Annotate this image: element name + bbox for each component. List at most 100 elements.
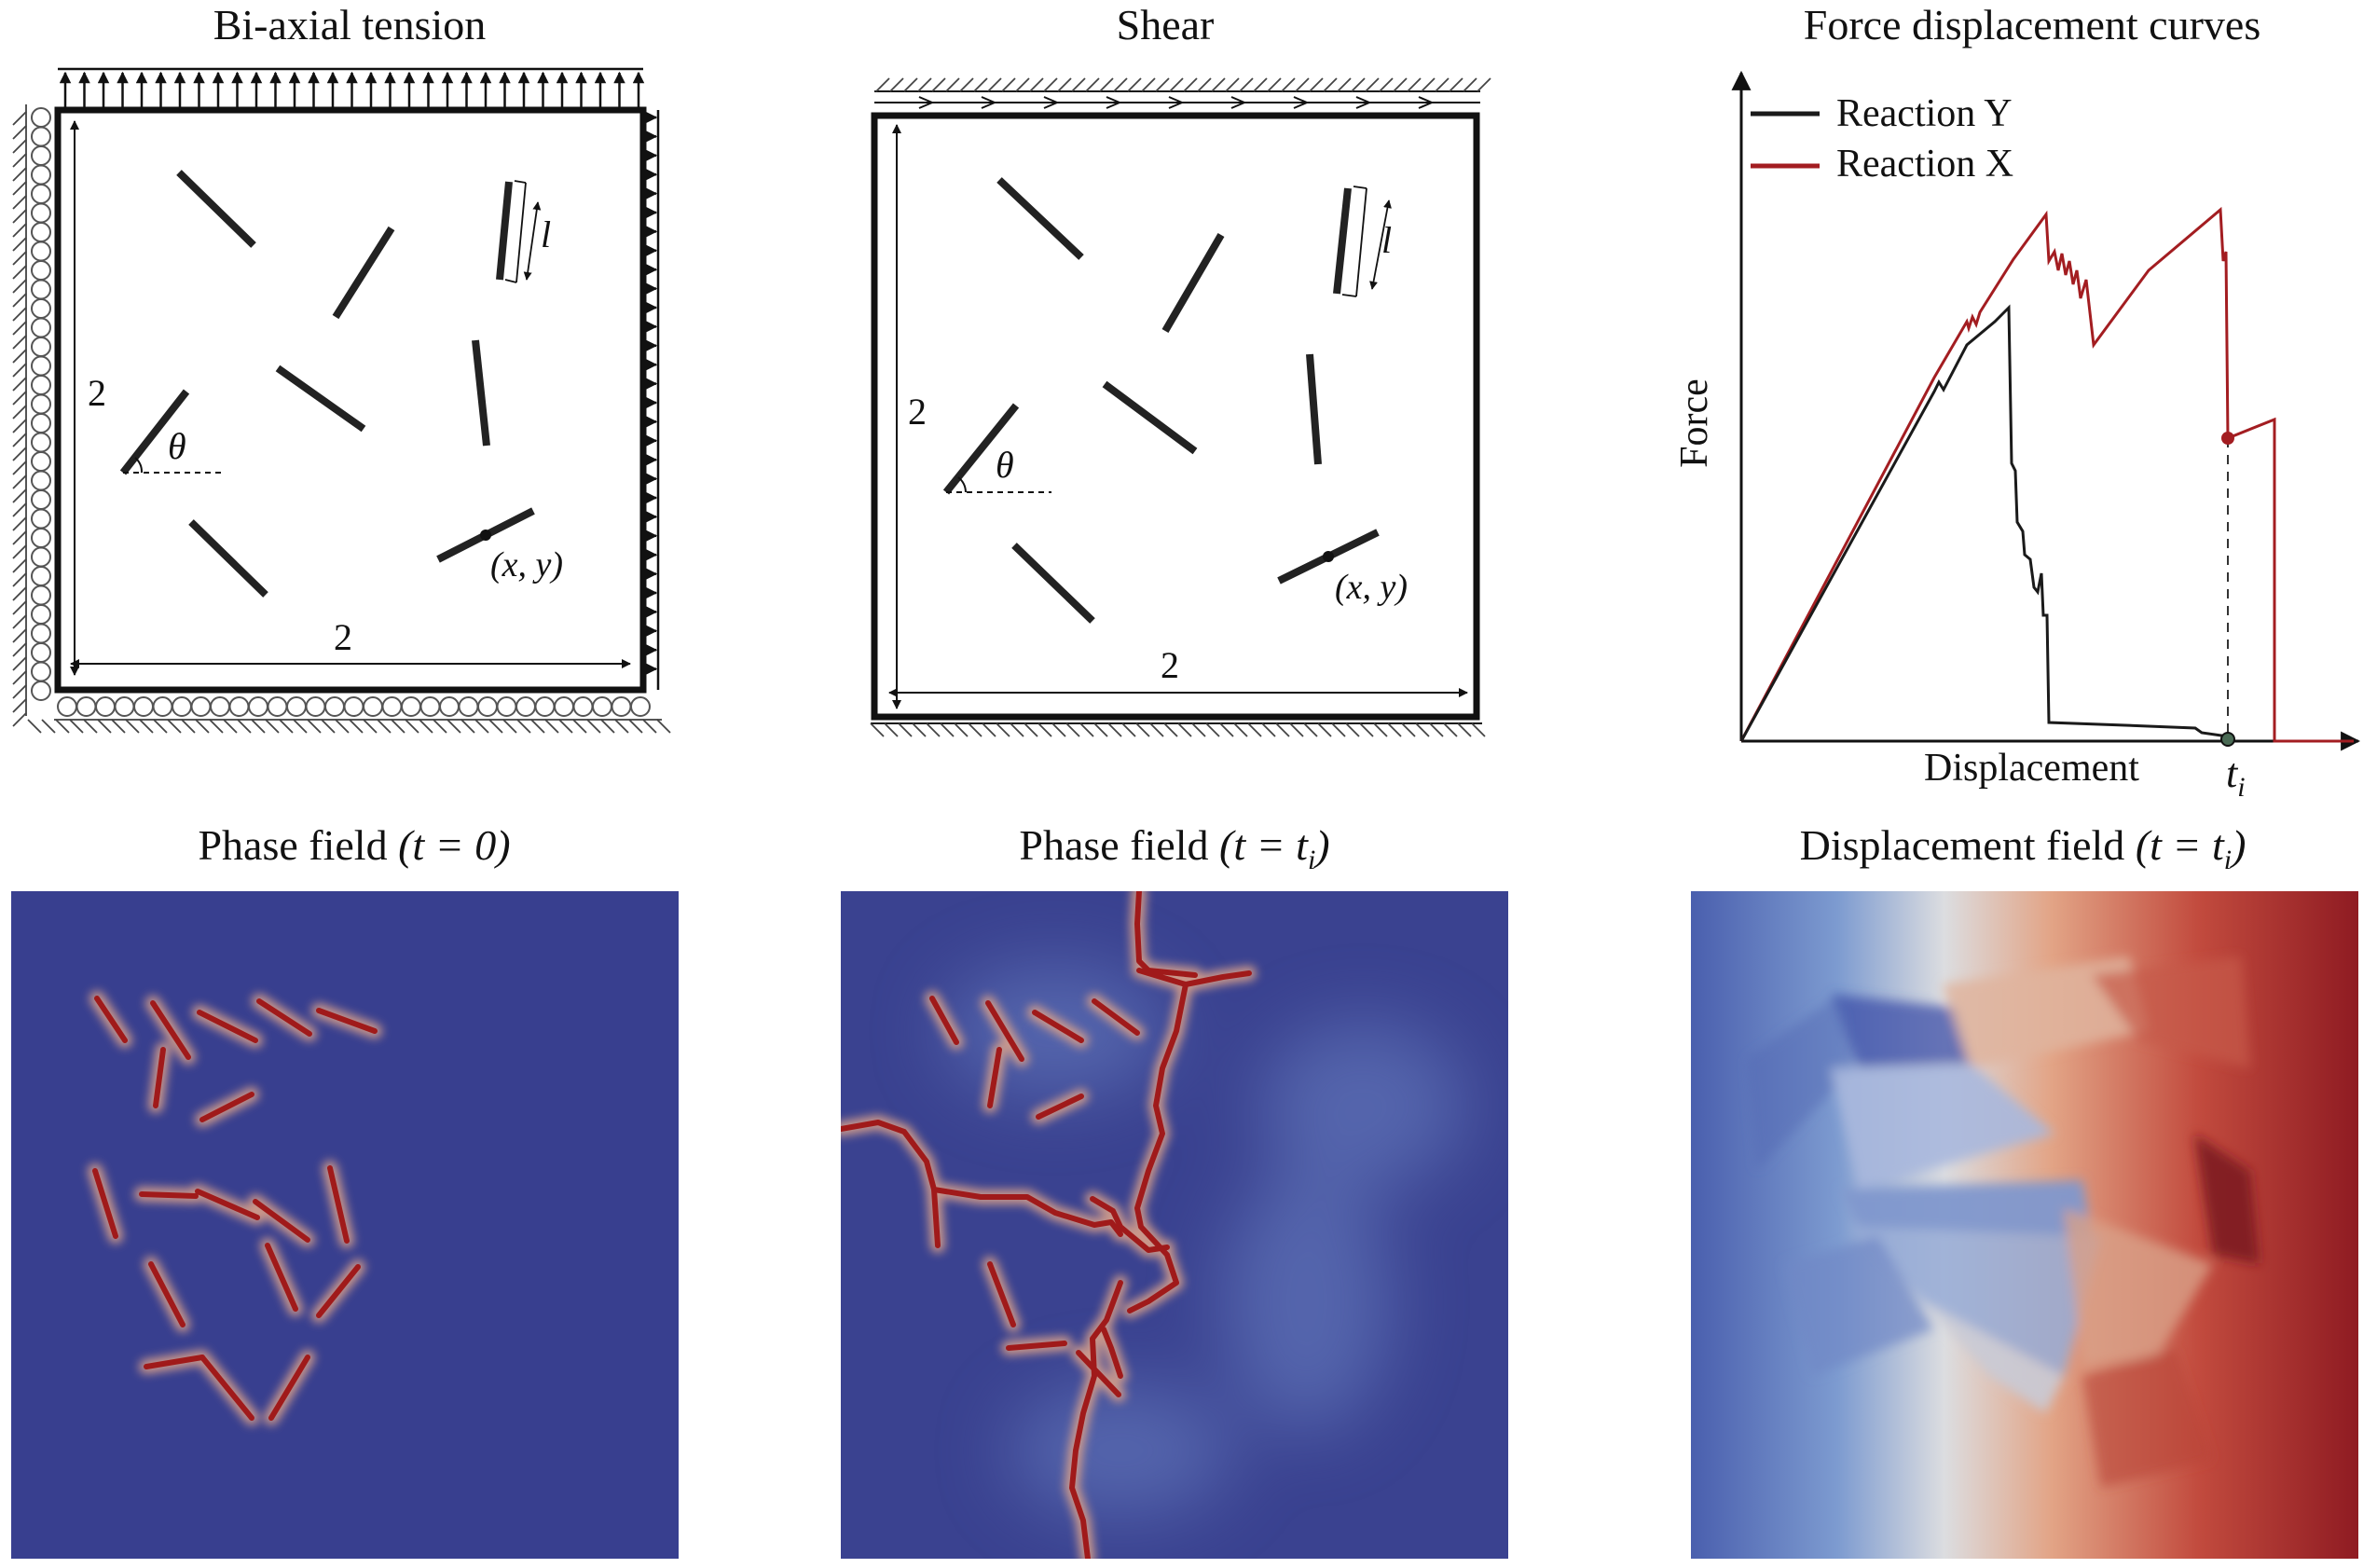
bottom-roller	[419, 696, 441, 717]
left-roller	[31, 355, 51, 377]
hatch-mark	[1331, 722, 1346, 737]
shear-angle-label: θ	[996, 444, 1014, 486]
hatch-mark	[656, 719, 671, 734]
bottom-roller	[534, 696, 556, 717]
phaseti-math-sub: i	[1307, 845, 1316, 876]
hatch-mark	[614, 719, 629, 734]
hatch-mark	[1387, 722, 1402, 737]
hatch-mark	[12, 237, 27, 252]
hatch-mark	[1071, 77, 1086, 92]
hatch-mark	[1317, 722, 1332, 737]
inclusion-crack	[197, 1010, 258, 1043]
left-roller	[31, 298, 51, 319]
hatch-mark	[1233, 722, 1248, 737]
hatch-mark	[600, 719, 615, 734]
hatch-mark	[1135, 722, 1150, 737]
dispti-title: Displacement field (t = ti)	[1734, 820, 2312, 876]
propagated-crack	[1134, 891, 1198, 978]
hatch-mark	[945, 77, 960, 92]
hatch-mark	[1239, 77, 1254, 92]
hatch-mark	[27, 719, 42, 734]
bottom-hatch	[27, 719, 671, 734]
hatch-mark	[279, 719, 294, 734]
hatch-mark	[642, 719, 657, 734]
hatch-mark	[1247, 722, 1262, 737]
inclusion-crack	[1036, 1093, 1084, 1120]
phase-field-ti-cracks	[841, 891, 1465, 1559]
hatch-mark	[1015, 77, 1030, 92]
bottom-roller	[210, 696, 230, 717]
hatch-mark	[12, 377, 27, 392]
inclusion-crack	[268, 1355, 310, 1421]
shear-schematic	[870, 77, 1491, 737]
biaxial-length-label: l	[541, 213, 552, 255]
hatch-mark	[875, 77, 890, 92]
hatch-mark	[405, 719, 419, 734]
inclusion-crack	[316, 1008, 378, 1034]
ti-label-sub: i	[2237, 771, 2246, 803]
hatch-mark	[973, 77, 988, 92]
angle-arc	[134, 457, 143, 474]
hatch-mark	[12, 614, 27, 629]
hatch-mark	[12, 586, 27, 601]
shear-arrow-head	[981, 96, 997, 109]
shear-angle-arc	[957, 476, 967, 493]
hatch-mark	[1443, 722, 1458, 737]
bottom-roller	[114, 696, 135, 717]
dispti-title-text: Displacement field	[1799, 821, 2125, 869]
hatch-mark	[940, 722, 955, 737]
bottom-roller	[152, 696, 173, 717]
hatch-mark	[1457, 722, 1472, 737]
hatch-mark	[251, 719, 266, 734]
inclusion-crack	[1092, 998, 1140, 1036]
hatch-mark	[12, 181, 27, 196]
hatch-mark	[12, 363, 27, 378]
hatch-mark	[996, 722, 1010, 737]
hatch-mark	[12, 502, 27, 517]
inclusion-crack	[987, 1261, 1016, 1327]
shear-arrow-head	[918, 96, 935, 109]
bottom-roller	[477, 696, 498, 717]
inclusion-crack	[150, 1000, 191, 1060]
hatch-mark	[954, 722, 969, 737]
left-roller	[31, 126, 51, 147]
dispti-title-math: (t = ti)	[2136, 821, 2246, 875]
shear-load-arrows	[918, 96, 1435, 109]
hatch-mark	[1029, 77, 1044, 92]
biaxial-coord-label: (x, y)	[490, 545, 564, 585]
bottom-roller	[554, 696, 574, 717]
left-roller	[31, 222, 51, 242]
phase0-title-math: (t = 0)	[398, 821, 511, 869]
propagated-crack	[1136, 968, 1252, 987]
phase-field-t0	[11, 891, 679, 1559]
left-roller	[31, 107, 51, 128]
hatch-mark	[903, 77, 918, 92]
hatch-mark	[1057, 77, 1072, 92]
biaxial-angle-label: θ	[168, 425, 186, 467]
hatch-mark	[628, 719, 643, 734]
hatch-mark	[97, 719, 112, 734]
shear-title: Shear	[1116, 1, 1215, 48]
biaxial-side-dim-label: 2	[88, 372, 106, 414]
hatch-mark	[1127, 77, 1142, 92]
inclusion-crack	[265, 1243, 298, 1312]
inclusion-crack	[1076, 1350, 1121, 1397]
hatch-mark	[1295, 77, 1310, 92]
shear-center-point	[1323, 551, 1334, 562]
hatch-mark	[69, 719, 84, 734]
phaseti-math-pre: (t = t	[1219, 821, 1308, 869]
left-roller	[31, 279, 51, 300]
hatch-mark	[12, 335, 27, 350]
bottom-roller	[401, 696, 421, 717]
inclusion-crack	[195, 1189, 260, 1220]
hatch-mark	[1141, 77, 1156, 92]
hatch-mark	[12, 656, 27, 671]
hatch-mark	[1001, 77, 1016, 92]
hatch-mark	[1281, 77, 1296, 92]
hatch-mark	[1345, 722, 1360, 737]
hatch-mark	[502, 719, 517, 734]
hatch-mark	[195, 719, 210, 734]
bottom-roller	[228, 696, 250, 717]
hatch-mark	[433, 719, 447, 734]
bottom-roller	[343, 696, 364, 717]
